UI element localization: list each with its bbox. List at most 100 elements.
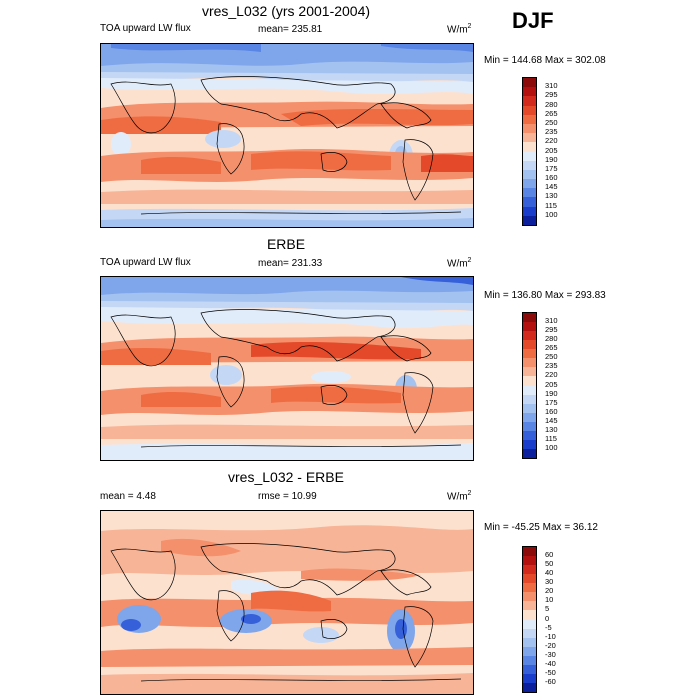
colorbar-tick-label: 115 [545,200,557,210]
colorbar-segment [523,188,536,198]
colorbar-tick-label: 280 [545,334,558,344]
colorbar-segment [523,206,536,216]
colorbar-segment [523,646,536,656]
panel3-rmse-label: rmse = 10.99 [258,491,317,502]
colorbar-tick-label: 205 [545,379,558,389]
colorbar-tick-label: 100 [545,209,558,219]
colorbar-segment [523,322,536,332]
colorbar-tick-label: 50 [545,559,554,569]
colorbar-tick-label: 175 [545,397,558,407]
colorbar-tick-label: 160 [545,406,558,416]
colorbar-segment [523,601,536,611]
colorbar-tick-label: 160 [545,173,558,183]
panel3-units: W/m2 [447,490,472,503]
colorbar-segment [523,133,536,143]
colorbar-tick-label: -5 [545,622,552,632]
colorbar-segment [523,87,536,97]
colorbar-tick-label: 220 [545,370,558,380]
colorbar-tick-label: 220 [545,136,558,146]
colorbar-segment [523,376,536,386]
colorbar-tick-label: 115 [545,433,557,443]
panel1-title: vres_L032 (yrs 2001-2004) [201,3,371,19]
colorbar-tick-label: 145 [545,415,558,425]
colorbar-segment [523,358,536,368]
colorbar-segment [523,197,536,207]
panel3-colorbar-ticks: 60 50 40 30 20 10 5 0 -5 -10 -20 -30 -40 -50 -60 [545,546,585,691]
colorbar-segment [523,628,536,638]
colorbar-segment [523,592,536,602]
colorbar-segment [523,610,536,620]
colorbar-segment [523,394,536,404]
colorbar-segment [523,565,536,575]
colorbar-segment [523,215,536,225]
colorbar-segment [523,160,536,170]
colorbar-segment [523,574,536,584]
colorbar-tick-label: 250 [545,117,558,127]
colorbar-tick-label: 40 [545,568,554,578]
colorbar-tick-label: 265 [545,343,558,353]
colorbar-segment [523,123,536,134]
colorbar-segment [523,367,536,377]
panel2-map [100,276,474,461]
colorbar-tick-label: -10 [545,631,556,641]
colorbar-segment [523,313,536,323]
panel1-minmax: Min = 144.68 Max = 302.08 [484,55,606,66]
colorbar-tick-label: 130 [545,191,558,201]
colorbar-tick-label: 10 [545,595,554,605]
panel2-units: W/m2 [447,257,472,270]
colorbar-segment [523,547,536,557]
colorbar-segment [523,179,536,189]
colorbar-tick-label: 130 [545,424,558,434]
colorbar-tick-label: -60 [545,676,556,686]
colorbar-tick-label: 310 [545,81,558,91]
colorbar-segment [523,673,536,683]
colorbar-tick-label: -20 [545,640,556,650]
panel2-colorbar [522,312,537,459]
panel3-mean-label: mean = 4.48 [100,491,156,502]
panel2-minmax: Min = 136.80 Max = 293.83 [484,290,606,301]
colorbar-tick-label: 190 [545,154,558,164]
colorbar-segment [523,556,536,566]
colorbar-segment [523,664,536,674]
colorbar-segment [523,151,536,161]
colorbar-segment [523,169,536,180]
panel1-map-field [101,44,473,227]
colorbar-segment [523,439,536,449]
colorbar-segment [523,583,536,593]
panel1-colorbar-ticks: 310 295 280 265 250 235 220 205 190 175 160 145 130 1… [545,77,585,224]
colorbar-tick-label: 0 [545,613,550,623]
colorbar-segment [523,403,536,413]
panel1-map [100,43,474,228]
colorbar-segment [523,448,536,458]
colorbar-segment [523,96,536,106]
colorbar-segment [523,655,536,665]
panel1-left-label: TOA upward LW flux [100,23,191,34]
colorbar-tick-label: 30 [545,577,554,587]
colorbar-segment [523,142,536,152]
panel3-map-field [101,511,473,694]
colorbar-segment [523,619,536,629]
colorbar-segment [523,114,536,124]
colorbar-tick-label: 175 [545,163,558,173]
panel2-left-label: TOA upward LW flux [100,257,191,268]
panel2-mean-label: mean= 231.33 [258,258,323,269]
colorbar-tick-label: 265 [545,108,558,118]
panel1-colorbar [522,77,537,226]
colorbar-tick-label: 100 [545,442,558,452]
colorbar-tick-label: -30 [545,649,556,659]
colorbar-segment [523,385,536,395]
panel1-units: W/m2 [447,23,472,36]
colorbar-tick-label: 145 [545,182,558,192]
colorbar-tick-label: 250 [545,352,558,362]
colorbar-tick-label: 235 [545,127,558,137]
season-label: DJF [512,8,554,33]
colorbar-segment [523,331,536,341]
colorbar-segment [523,78,536,88]
colorbar-tick-label: 310 [545,316,558,326]
panel1-mean-label: mean= 235.81 [258,24,323,35]
colorbar-segment [523,349,536,359]
panel2-title: ERBE [266,236,306,252]
colorbar-tick-label: 295 [545,325,558,335]
panel3-colorbar [522,546,537,693]
colorbar-segment [523,105,536,115]
